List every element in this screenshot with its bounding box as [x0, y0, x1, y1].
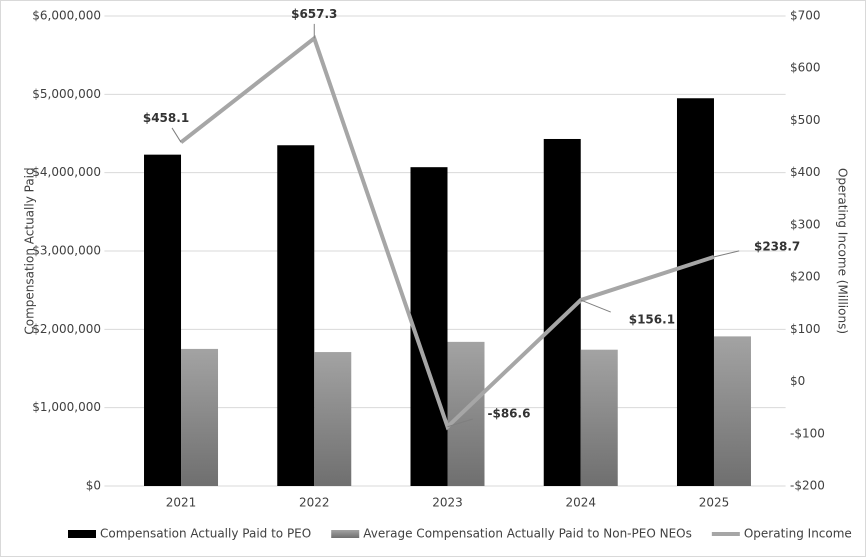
bar — [181, 348, 219, 486]
data-label: $238.7 — [754, 239, 800, 253]
legend-swatch — [68, 530, 96, 538]
bar — [676, 98, 714, 486]
data-label: $657.3 — [291, 7, 337, 21]
y-tick-label: $1,000,000 — [32, 400, 101, 414]
y2-axis-title: Operating Income (Millions) — [836, 168, 850, 334]
data-label: $156.1 — [629, 313, 675, 327]
y-tick-label: $5,000,000 — [32, 87, 101, 101]
leader-line — [447, 418, 473, 428]
legend-swatch — [331, 530, 360, 538]
x-tick-label: 2023 — [432, 496, 463, 510]
leader-line — [171, 127, 182, 143]
bar — [277, 145, 315, 486]
legend-label: Compensation Actually Paid to PEO — [100, 527, 311, 541]
legend-label: Average Compensation Actually Paid to No… — [363, 527, 692, 541]
y2-tick-label: $300 — [790, 217, 821, 231]
y2-tick-label: $600 — [790, 61, 821, 75]
bar — [713, 336, 751, 486]
bar — [144, 154, 182, 486]
x-tick-label: 2025 — [699, 496, 730, 510]
bar — [580, 349, 618, 486]
x-tick-label: 2021 — [166, 496, 197, 510]
bar — [543, 138, 581, 486]
y-tick-label: $6,000,000 — [32, 9, 101, 23]
y2-tick-label: $100 — [790, 322, 821, 336]
leader-line — [713, 250, 740, 258]
y2-tick-label: $700 — [790, 9, 821, 23]
y-tick-label: $3,000,000 — [32, 244, 101, 258]
y2-tick-label: -$100 — [790, 426, 825, 440]
y-tick-label: $2,000,000 — [32, 322, 101, 336]
y2-tick-label: $500 — [790, 113, 821, 127]
bar — [314, 352, 352, 486]
leader-line — [580, 299, 611, 313]
x-tick-label: 2022 — [299, 496, 330, 510]
legend-label: Operating Income — [744, 527, 852, 541]
bar — [410, 167, 448, 486]
data-label: -$86.6 — [488, 406, 531, 420]
y-tick-label: $4,000,000 — [32, 165, 101, 179]
y2-tick-label: $0 — [790, 374, 805, 388]
data-label: $458.1 — [143, 111, 189, 125]
bar — [447, 341, 485, 486]
y2-tick-label: $400 — [790, 165, 821, 179]
y-axis-title: Compensation Actually Paid — [23, 167, 37, 334]
y2-tick-label: -$200 — [790, 479, 825, 493]
y2-tick-label: $200 — [790, 270, 821, 284]
x-tick-label: 2024 — [565, 496, 596, 510]
y-tick-label: $0 — [86, 479, 101, 493]
